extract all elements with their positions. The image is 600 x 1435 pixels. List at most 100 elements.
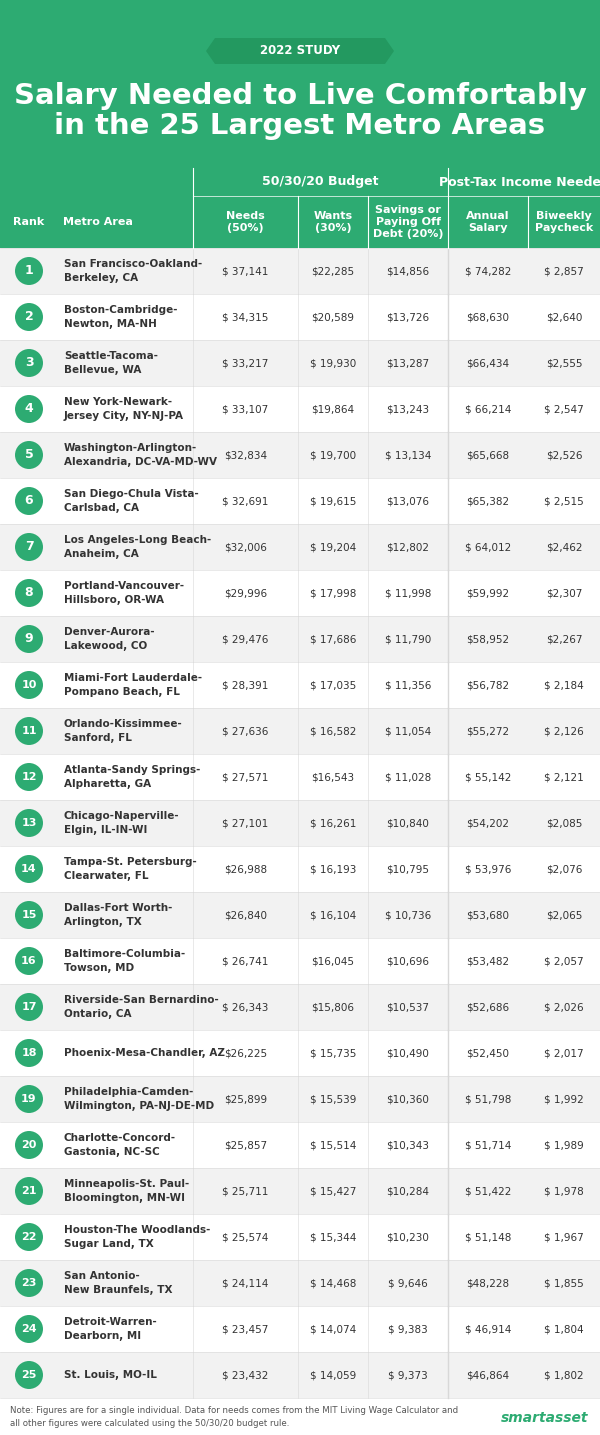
Text: $ 17,686: $ 17,686 (310, 634, 356, 644)
Text: $ 2,547: $ 2,547 (544, 405, 584, 415)
Text: $ 24,114: $ 24,114 (223, 1279, 269, 1289)
Text: $ 16,193: $ 16,193 (310, 864, 356, 874)
Text: $ 25,711: $ 25,711 (223, 1185, 269, 1195)
Bar (0, 478, 600, 524)
Text: 3: 3 (25, 356, 34, 369)
Text: $ 11,790: $ 11,790 (385, 634, 431, 644)
Bar (0, 753, 600, 799)
Text: 6: 6 (25, 495, 34, 508)
Text: $ 29,476: $ 29,476 (223, 634, 269, 644)
Text: 16: 16 (21, 956, 37, 966)
Text: $13,287: $13,287 (386, 357, 430, 367)
Text: $68,630: $68,630 (467, 311, 509, 321)
Text: 7: 7 (25, 541, 34, 554)
Text: Houston-The Woodlands-
Sugar Land, TX: Houston-The Woodlands- Sugar Land, TX (64, 1225, 211, 1248)
Circle shape (15, 901, 43, 928)
Polygon shape (215, 37, 385, 65)
Text: Wants
(30%): Wants (30%) (313, 211, 353, 234)
Text: $ 9,646: $ 9,646 (388, 1279, 428, 1289)
Text: New York-Newark-
Jersey City, NY-NJ-PA: New York-Newark- Jersey City, NY-NJ-PA (64, 397, 184, 420)
Text: $ 15,735: $ 15,735 (310, 1048, 356, 1058)
Text: $16,045: $16,045 (311, 956, 355, 966)
Text: $ 64,012: $ 64,012 (465, 542, 511, 552)
Text: $ 33,217: $ 33,217 (223, 357, 269, 367)
Text: Riverside-San Bernardino-
Ontario, CA: Riverside-San Bernardino- Ontario, CA (64, 996, 219, 1019)
Text: 22: 22 (21, 1233, 37, 1243)
Text: Charlotte-Concord-
Gastonia, NC-SC: Charlotte-Concord- Gastonia, NC-SC (64, 1134, 176, 1157)
Text: $ 53,976: $ 53,976 (465, 864, 511, 874)
Text: 10: 10 (22, 680, 37, 690)
Bar (0, 938, 600, 984)
Text: 17: 17 (21, 1002, 37, 1012)
Text: $ 2,057: $ 2,057 (544, 956, 584, 966)
Bar (0, 1214, 600, 1260)
Circle shape (15, 855, 43, 883)
Text: $ 15,427: $ 15,427 (310, 1185, 356, 1195)
Text: $12,802: $12,802 (386, 542, 430, 552)
Bar (0, 1352, 600, 1398)
Text: $65,382: $65,382 (466, 497, 509, 507)
Text: $10,840: $10,840 (386, 818, 430, 828)
Text: $65,668: $65,668 (466, 451, 509, 461)
Circle shape (15, 532, 43, 561)
Text: $ 2,857: $ 2,857 (544, 265, 584, 276)
Text: $25,857: $25,857 (224, 1139, 267, 1149)
Circle shape (15, 1223, 43, 1251)
Text: $26,225: $26,225 (224, 1048, 267, 1058)
Text: $10,230: $10,230 (386, 1233, 430, 1243)
Text: $10,360: $10,360 (386, 1093, 430, 1104)
Text: $10,490: $10,490 (386, 1048, 430, 1058)
Bar (0, 616, 600, 662)
Text: $32,834: $32,834 (224, 451, 267, 461)
Text: $ 1,989: $ 1,989 (544, 1139, 584, 1149)
Circle shape (15, 1269, 43, 1297)
Text: Miami-Fort Lauderdale-
Pompano Beach, FL: Miami-Fort Lauderdale- Pompano Beach, FL (64, 673, 202, 696)
Bar (0, 1076, 600, 1122)
Circle shape (15, 486, 43, 515)
Text: $ 1,802: $ 1,802 (544, 1370, 584, 1380)
Text: Washington-Arlington-
Alexandria, DC-VA-MD-WV: Washington-Arlington- Alexandria, DC-VA-… (64, 443, 217, 466)
Text: $ 14,074: $ 14,074 (310, 1325, 356, 1335)
Bar (0, 1398, 600, 1435)
Text: 24: 24 (21, 1325, 37, 1335)
Circle shape (15, 1131, 43, 1159)
Text: $ 9,383: $ 9,383 (388, 1325, 428, 1335)
Text: 8: 8 (25, 587, 34, 600)
Text: smartasset: smartasset (500, 1411, 588, 1425)
Text: $ 2,121: $ 2,121 (544, 772, 584, 782)
Text: 14: 14 (21, 864, 37, 874)
Text: $ 46,914: $ 46,914 (465, 1325, 511, 1335)
Circle shape (15, 763, 43, 791)
Text: $ 1,978: $ 1,978 (544, 1185, 584, 1195)
Text: $66,434: $66,434 (466, 357, 509, 367)
Bar (0, 1030, 600, 1076)
Bar (0, 248, 600, 294)
Text: $53,482: $53,482 (466, 956, 509, 966)
Circle shape (15, 395, 43, 423)
Text: $ 37,141: $ 37,141 (223, 265, 269, 276)
Text: $2,085: $2,085 (546, 818, 582, 828)
Text: $ 11,356: $ 11,356 (385, 680, 431, 690)
Bar (0, 984, 600, 1030)
Text: $ 66,214: $ 66,214 (465, 405, 511, 415)
Text: $20,589: $20,589 (311, 311, 355, 321)
Text: 50/30/20 Budget: 50/30/20 Budget (262, 175, 379, 188)
Text: $ 55,142: $ 55,142 (465, 772, 511, 782)
Text: $ 1,967: $ 1,967 (544, 1233, 584, 1243)
Bar (0, 294, 600, 340)
Text: $15,806: $15,806 (311, 1002, 355, 1012)
Text: San Diego-Chula Vista-
Carlsbad, CA: San Diego-Chula Vista- Carlsbad, CA (64, 489, 199, 512)
Text: $ 19,615: $ 19,615 (310, 497, 356, 507)
Text: $ 74,282: $ 74,282 (465, 265, 511, 276)
Text: $10,537: $10,537 (386, 1002, 430, 1012)
Text: $56,782: $56,782 (466, 680, 509, 690)
Text: $2,555: $2,555 (546, 357, 582, 367)
Text: $58,952: $58,952 (466, 634, 509, 644)
Text: 20: 20 (22, 1139, 37, 1149)
Circle shape (15, 1314, 43, 1343)
Text: $59,992: $59,992 (466, 588, 509, 598)
Text: $10,284: $10,284 (386, 1185, 430, 1195)
Bar (0, 1168, 600, 1214)
Text: $48,228: $48,228 (466, 1279, 509, 1289)
Bar (0, 707, 600, 753)
